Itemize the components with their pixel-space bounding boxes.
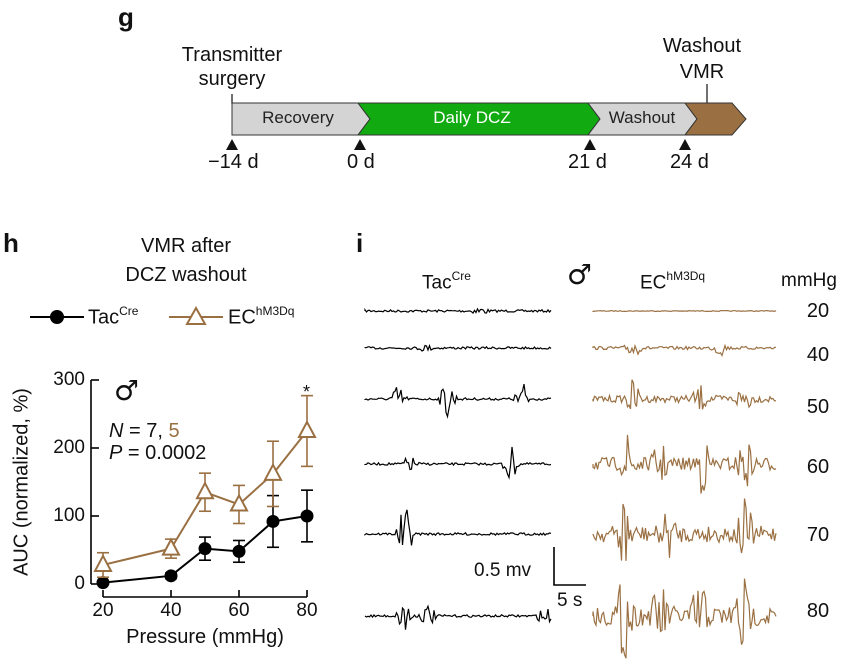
ec-trace-80 — [592, 578, 777, 659]
pressure-label-50: 50 — [806, 396, 830, 418]
pressure-label-80: 80 — [806, 600, 830, 622]
data-point-circle — [300, 509, 314, 523]
data-point-triangle — [195, 481, 215, 500]
washout-line: Washout — [662, 35, 742, 57]
tac-trace-70 — [364, 509, 552, 546]
data-point-circle — [164, 569, 178, 583]
ec-trace-20 — [592, 309, 777, 313]
transmitter-line: Transmitter — [181, 44, 283, 66]
tac-trace-50 — [364, 383, 552, 419]
chart-title: VMR after DCZ washout — [125, 232, 246, 290]
data-point-circle — [232, 544, 246, 558]
legend-tac-base: Tac — [88, 306, 120, 329]
chart-title-line2: DCZ washout — [125, 264, 247, 286]
tac-trace-20 — [364, 307, 552, 315]
phase-recovery-label: Recovery — [262, 108, 334, 127]
stats-n: N = 7, 5 — [109, 420, 180, 443]
scale-voltage-label: 0.5 mv — [474, 560, 532, 581]
x-tick-label: 60 — [228, 600, 250, 621]
pressure-label-40: 40 — [806, 344, 830, 366]
col-ec-header: EChM3Dq — [640, 269, 706, 294]
significance-star: * — [303, 382, 311, 402]
data-point-triangle — [93, 553, 113, 572]
scale-bar — [553, 547, 586, 586]
data-point-triangle — [229, 493, 249, 512]
col-tac-header: TacCre — [422, 269, 471, 294]
data-point-triangle — [297, 419, 317, 438]
unit-header: mmHg — [781, 270, 837, 291]
legend-tac-label: TacCre — [88, 304, 139, 330]
day-label-21: 21 d — [568, 151, 607, 173]
legend-tac-sup: Cre — [119, 304, 139, 318]
panel-i-letter: i — [356, 228, 364, 258]
legend-ec-label: EChM3Dq — [228, 304, 295, 330]
ec-trace-50 — [592, 379, 777, 410]
pressure-label-70: 70 — [806, 524, 830, 546]
y-tick-label: 0 — [74, 573, 85, 594]
vmr-line: VMR — [679, 61, 725, 83]
day-label-24: 24 d — [670, 151, 709, 173]
phase-dcz-label: Daily DCZ — [433, 108, 511, 127]
tac-trace-40 — [364, 343, 552, 352]
pressure-label-60: 60 — [806, 456, 830, 478]
data-point-circle — [198, 542, 212, 556]
y-tick-label: 300 — [53, 369, 85, 390]
phase-washout-label: Washout — [608, 108, 676, 127]
y-tick-label: 100 — [53, 505, 85, 526]
x-tick-label: 80 — [296, 600, 318, 621]
legend-ec-base: EC — [228, 306, 256, 329]
stats-n-eq: = 7, — [123, 420, 169, 442]
tac-trace-80 — [364, 604, 552, 630]
traces-male-symbol: ♂ — [567, 258, 593, 291]
stats-p: P = 0.0002 — [109, 442, 206, 465]
x-tick-label: 20 — [92, 600, 114, 621]
chart-male-symbol: ♂ — [114, 374, 140, 407]
legend-ec-sup: hM3Dq — [255, 304, 295, 318]
stats-p-eq: = 0.0002 — [122, 442, 207, 464]
col-ec-base: EC — [640, 272, 667, 294]
x-axis-label: Pressure (mmHg) — [126, 626, 284, 648]
tac-trace-60 — [364, 446, 552, 480]
stats-p-label: P — [109, 442, 123, 464]
y-tick-label: 200 — [53, 437, 85, 458]
day-marker-minus14 — [226, 139, 238, 150]
data-point-triangle — [161, 537, 181, 556]
legend-tac-marker — [50, 310, 64, 324]
day-label-minus14: −14 d — [208, 151, 259, 173]
data-point-circle — [96, 576, 110, 590]
ec-trace-40 — [592, 343, 777, 358]
data-point-triangle — [263, 462, 283, 481]
pressure-label-20: 20 — [806, 300, 830, 322]
washout-vmr-label: Washout VMR — [663, 33, 741, 85]
scale-time-label: 5 s — [557, 590, 583, 611]
col-ec-sup: hM3Dq — [666, 269, 706, 283]
stats-n-label: N — [109, 420, 124, 442]
day-label-0: 0 d — [347, 151, 375, 173]
day-marker-24 — [679, 139, 691, 150]
phase-vmr-arrow — [684, 102, 747, 136]
data-point-circle — [266, 514, 280, 528]
panel-g-letter: g — [118, 2, 134, 32]
day-marker-21 — [584, 139, 596, 150]
ec-trace-60 — [592, 434, 777, 494]
series-line-1 — [102, 430, 308, 566]
ec-trace-70 — [592, 498, 777, 561]
stats-n-second: 5 — [168, 420, 180, 442]
transmitter-surgery-label: Transmitter surgery — [182, 43, 282, 91]
chart-title-line1: VMR after — [140, 235, 232, 257]
panel-h-letter: h — [3, 228, 19, 258]
col-tac-base: Tac — [422, 272, 452, 294]
legend-ec-marker — [185, 305, 207, 325]
col-tac-sup: Cre — [451, 269, 471, 283]
x-tick-label: 40 — [160, 600, 182, 621]
day-marker-0 — [354, 139, 366, 150]
surgery-line: surgery — [198, 68, 266, 90]
